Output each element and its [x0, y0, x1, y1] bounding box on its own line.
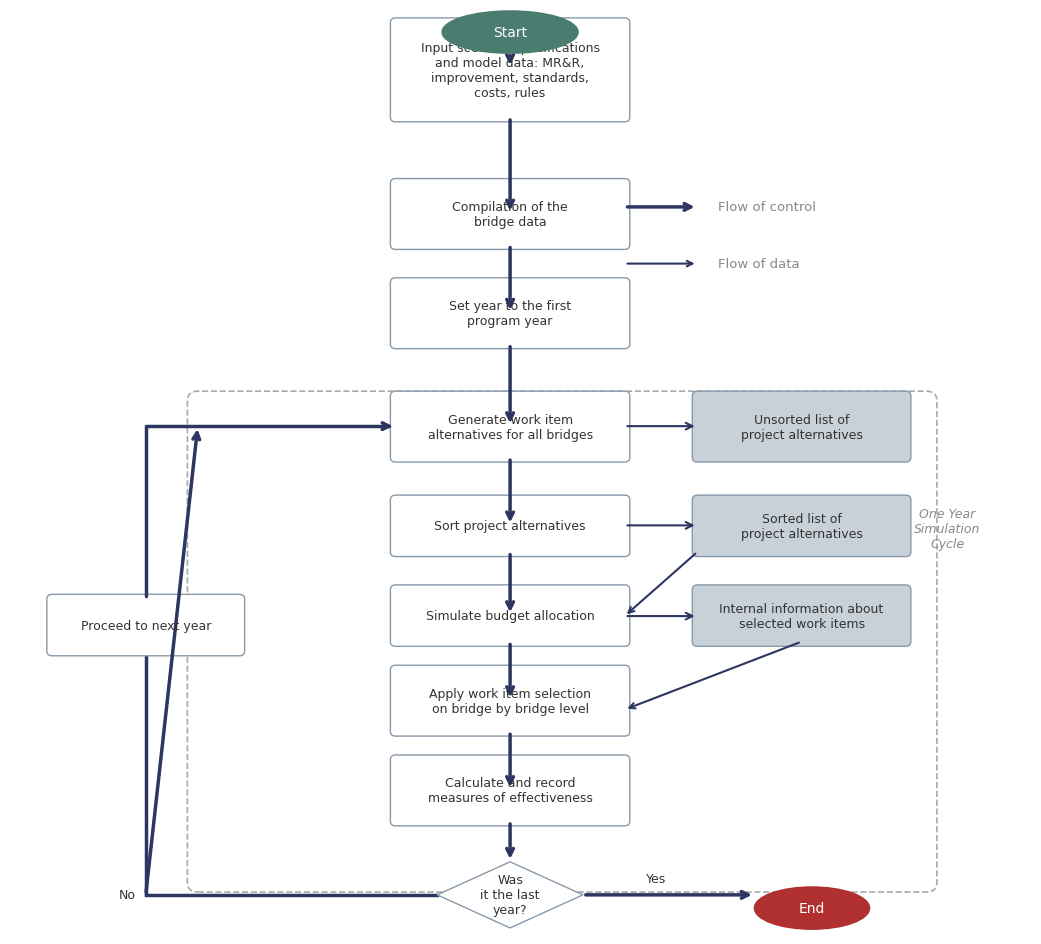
FancyBboxPatch shape: [692, 585, 911, 647]
Text: Apply work item selection
on bridge by bridge level: Apply work item selection on bridge by b…: [429, 687, 591, 715]
Text: Flow of data: Flow of data: [718, 258, 799, 271]
Text: Start: Start: [493, 26, 527, 40]
Text: End: End: [798, 902, 826, 915]
Text: Unsorted list of
project alternatives: Unsorted list of project alternatives: [740, 413, 863, 441]
FancyBboxPatch shape: [390, 666, 630, 736]
FancyBboxPatch shape: [390, 585, 630, 647]
Text: Internal information about
selected work items: Internal information about selected work…: [719, 602, 884, 630]
FancyBboxPatch shape: [692, 496, 911, 557]
Text: Calculate and record
measures of effectiveness: Calculate and record measures of effecti…: [428, 777, 592, 804]
Text: Flow of control: Flow of control: [718, 201, 816, 214]
Text: Yes: Yes: [645, 872, 666, 885]
FancyBboxPatch shape: [390, 392, 630, 463]
FancyBboxPatch shape: [47, 595, 245, 656]
Text: Generate work item
alternatives for all bridges: Generate work item alternatives for all …: [428, 413, 592, 441]
Text: Simulate budget allocation: Simulate budget allocation: [426, 610, 594, 622]
Polygon shape: [437, 862, 583, 928]
FancyBboxPatch shape: [390, 19, 630, 123]
FancyBboxPatch shape: [390, 755, 630, 826]
Text: Sorted list of
project alternatives: Sorted list of project alternatives: [740, 513, 863, 540]
FancyBboxPatch shape: [390, 496, 630, 557]
FancyBboxPatch shape: [692, 392, 911, 463]
Text: Compilation of the
bridge data: Compilation of the bridge data: [452, 201, 568, 228]
Text: One Year
Simulation
Cycle: One Year Simulation Cycle: [914, 507, 981, 550]
FancyBboxPatch shape: [390, 179, 630, 250]
Text: Set year to the first
program year: Set year to the first program year: [449, 300, 572, 328]
Text: No: No: [119, 888, 135, 902]
Text: Was
it the last
year?: Was it the last year?: [480, 873, 540, 917]
Text: Input scenario specifications
and model data: MR&R,
improvement, standards,
cost: Input scenario specifications and model …: [421, 42, 600, 100]
Text: Proceed to next year: Proceed to next year: [80, 619, 211, 632]
FancyBboxPatch shape: [390, 278, 630, 349]
Ellipse shape: [755, 887, 869, 929]
Text: Sort project alternatives: Sort project alternatives: [434, 520, 586, 532]
Ellipse shape: [442, 12, 578, 54]
